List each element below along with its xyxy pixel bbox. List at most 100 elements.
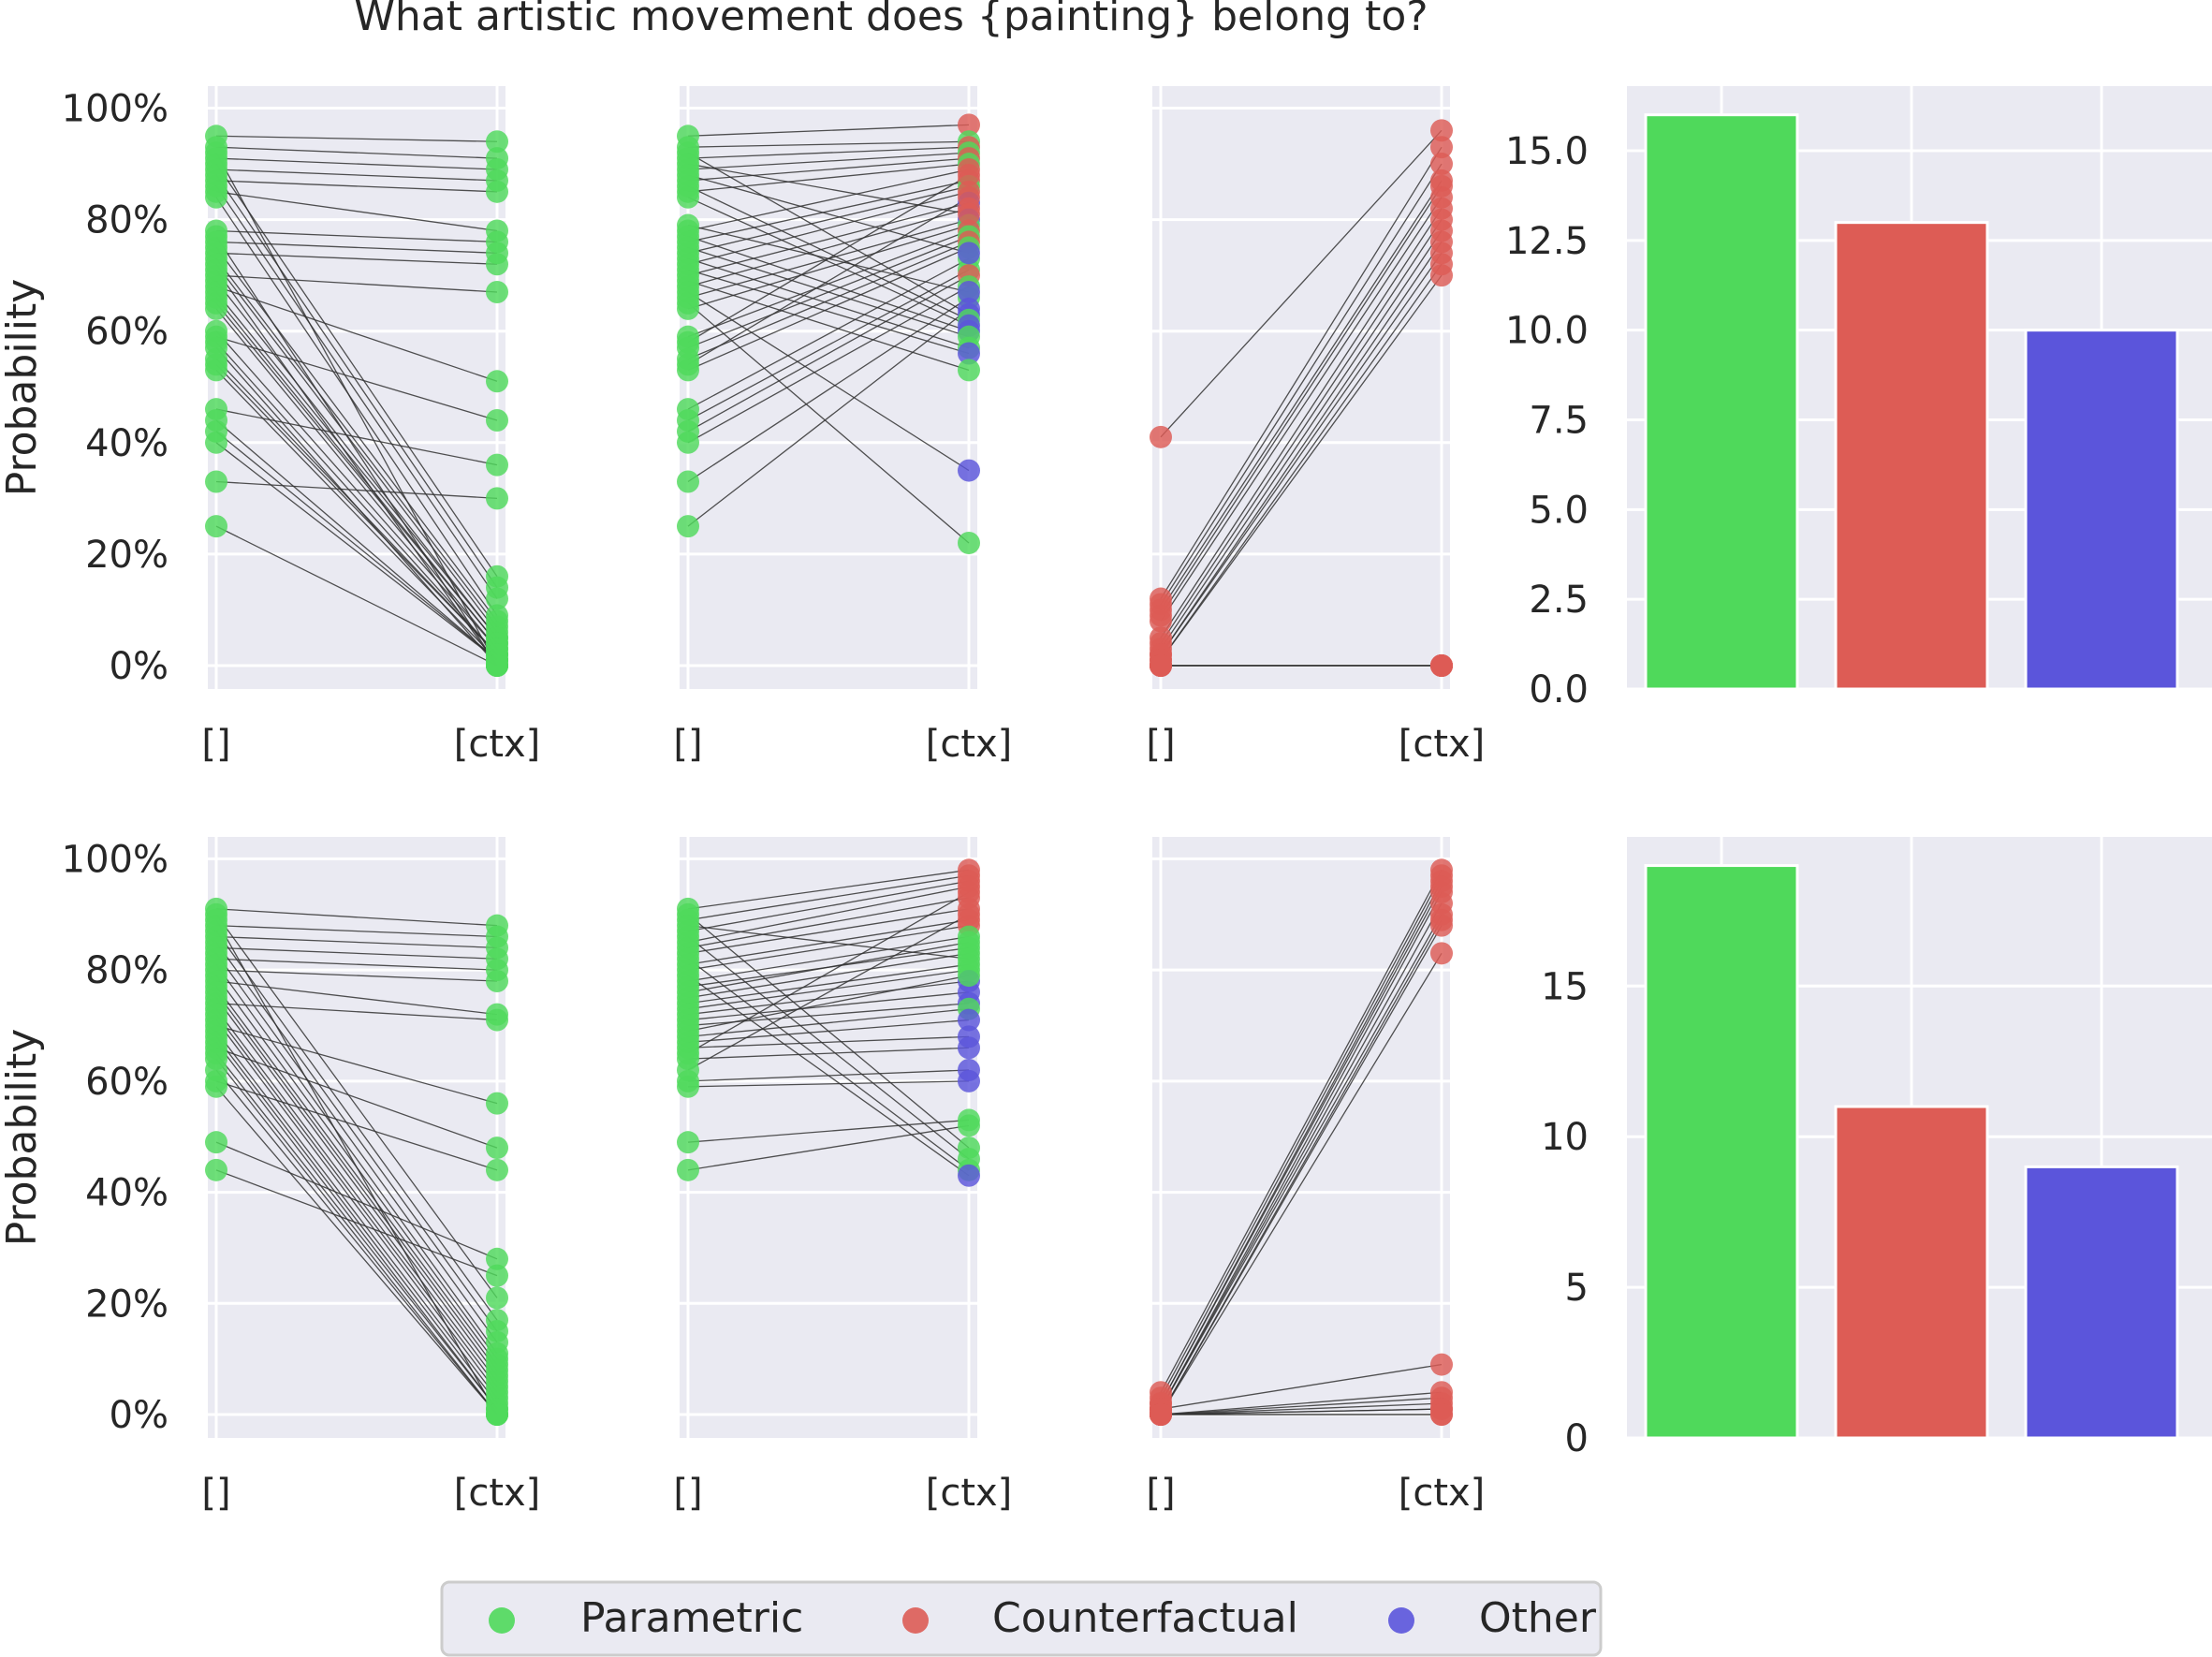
point-before [677, 1058, 699, 1081]
y-tick-label: 100% [62, 838, 168, 881]
point-after [486, 1247, 508, 1270]
point-before [677, 291, 699, 315]
plot-background [680, 837, 977, 1438]
slope-line [687, 886, 970, 944]
point-after [958, 1114, 980, 1137]
slope-line [215, 1169, 498, 1277]
panel-r2-c2: [] [ctx] [673, 837, 1012, 1515]
slope-line [687, 897, 970, 949]
point-after [958, 281, 980, 304]
slope-line [215, 963, 498, 1355]
point-before [205, 470, 227, 493]
slope-line [1160, 1391, 1443, 1415]
point-before [205, 141, 227, 165]
point-after [1430, 153, 1453, 176]
point-before [677, 1131, 699, 1154]
slope-line [215, 935, 498, 949]
y-tick-label: 80% [85, 949, 168, 992]
slope-line [687, 963, 970, 1004]
point-before [205, 185, 227, 209]
slope-line [215, 146, 498, 159]
point-after [486, 1008, 508, 1032]
slope-line [687, 224, 970, 293]
x-tick-label: [ctx] [926, 723, 1013, 766]
point-after [1430, 264, 1453, 287]
point-before [1150, 609, 1172, 633]
legend: Parametric Counterfactual Other [440, 1580, 1603, 1657]
slope-line [687, 308, 970, 527]
point-before [677, 1042, 699, 1065]
point-before [205, 225, 227, 248]
slope-line [687, 914, 970, 1071]
point-before [677, 330, 699, 354]
point-before [205, 359, 227, 382]
point-after [486, 408, 508, 432]
point-after [486, 453, 508, 477]
slope-line [687, 925, 970, 960]
slope-line [215, 152, 498, 667]
point-before [677, 515, 699, 538]
slope-line [687, 286, 970, 444]
point-before [205, 258, 227, 282]
slope-line [687, 925, 970, 971]
slope-line [215, 946, 498, 960]
point-after [486, 1286, 508, 1310]
legend-label-counterfactual: Counterfactual [992, 1594, 1298, 1642]
point-before [677, 980, 699, 1004]
slope-line [215, 908, 498, 927]
slope-line [1160, 242, 1443, 655]
slope-line [215, 369, 498, 661]
y-axis-label: Probability [0, 279, 46, 497]
slope-line [215, 330, 498, 650]
point-after [958, 202, 980, 226]
y-tick-label: 100% [62, 88, 168, 131]
slope-line [687, 874, 970, 921]
slope-line [1160, 886, 1443, 1404]
slope-line [687, 235, 970, 332]
slope-line [215, 302, 498, 644]
slope-line [215, 274, 498, 293]
point-after [486, 370, 508, 393]
x-tick-label: [ctx] [1399, 723, 1486, 766]
y-tick-label: 20% [85, 1283, 168, 1326]
slope-line [215, 1069, 498, 1415]
slope-line [1160, 914, 1443, 1410]
slope-line [215, 363, 498, 655]
point-before [677, 1019, 699, 1043]
slope-line [215, 1031, 498, 1399]
slope-line [687, 302, 970, 544]
slope-line [687, 185, 970, 321]
point-before [205, 908, 227, 931]
point-after [958, 163, 980, 186]
point-before [205, 1075, 227, 1098]
bar-counterfactual [1834, 221, 1989, 691]
point-after [1430, 119, 1453, 142]
legend-marker-counterfactual [902, 1607, 929, 1634]
point-before [205, 297, 227, 320]
legend-marker-parametric [489, 1607, 515, 1634]
slope-line [687, 297, 970, 483]
slope-line [215, 1041, 498, 1410]
plot-background [1152, 86, 1450, 689]
slope-line [687, 914, 970, 1149]
slope-line [215, 1008, 498, 1382]
slope-line [215, 280, 498, 638]
slope-line [215, 286, 498, 382]
point-before [205, 431, 227, 454]
bar-parametric [1644, 864, 1799, 1440]
x-tick-label: [ctx] [1399, 1472, 1486, 1515]
slope-line [215, 174, 498, 588]
point-before [677, 1075, 699, 1098]
point-after [1430, 654, 1453, 677]
slope-line [687, 180, 970, 243]
slope-line [1160, 197, 1443, 622]
slope-line [215, 925, 498, 938]
slope-line [687, 975, 970, 1033]
slope-line [687, 975, 970, 1177]
y-tick-label: 0 [1565, 1417, 1589, 1460]
slope-line [687, 280, 970, 372]
slope-line [215, 919, 498, 1415]
point-before [205, 1131, 227, 1154]
slope-line [687, 246, 970, 371]
point-before [677, 431, 699, 454]
